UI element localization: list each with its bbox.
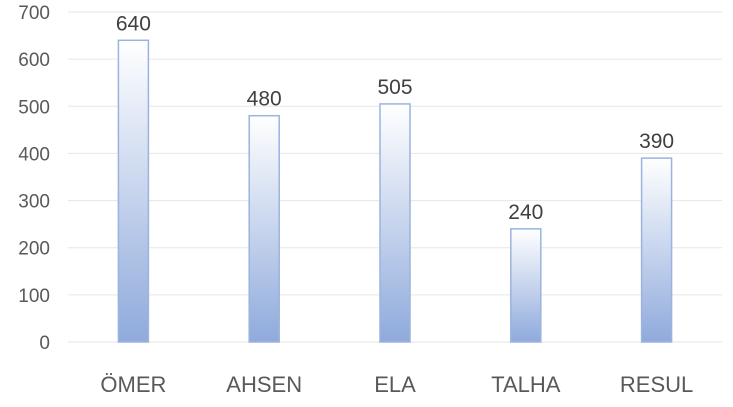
data-labels: 640 480 505 240 390	[116, 12, 674, 224]
data-label: 640	[116, 12, 151, 35]
data-label: 480	[247, 88, 282, 111]
data-label: 505	[377, 76, 412, 99]
x-axis-category-labels: ÖMER AHSEN ELA TALHA RESUL	[100, 372, 693, 397]
bar-talha	[510, 228, 542, 343]
y-tick-label: 700	[18, 3, 50, 24]
bar-ömer	[117, 39, 150, 343]
x-category-label: ÖMER	[100, 372, 166, 397]
bar-ahsen	[248, 114, 280, 343]
data-label: 240	[508, 201, 543, 224]
y-tick-label: 100	[18, 286, 50, 307]
x-category-label: TALHA	[491, 372, 561, 397]
y-tick-label: 400	[18, 144, 50, 165]
y-tick-label: 0	[39, 333, 50, 354]
y-tick-label: 200	[18, 239, 50, 260]
x-category-label: RESUL	[620, 372, 693, 397]
x-category-label: ELA	[374, 372, 416, 397]
y-tick-label: 500	[18, 97, 50, 118]
y-tick-label: 600	[18, 50, 50, 71]
x-category-label: AHSEN	[226, 372, 302, 397]
data-label: 390	[639, 130, 674, 153]
y-tick-label: 300	[18, 192, 50, 213]
bar-resul	[640, 157, 673, 343]
bar-ela	[379, 103, 411, 343]
bars	[117, 39, 673, 343]
y-axis-tick-labels: 0 100 200 300 400 500 600 700	[18, 3, 50, 354]
